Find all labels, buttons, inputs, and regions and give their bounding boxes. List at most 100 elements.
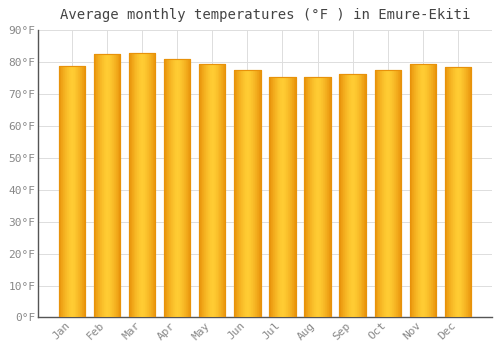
Bar bbox=[129, 53, 155, 317]
Bar bbox=[129, 53, 155, 317]
Bar bbox=[76, 65, 77, 317]
Bar bbox=[446, 67, 448, 317]
Bar bbox=[421, 64, 422, 317]
Bar bbox=[150, 53, 152, 317]
Bar bbox=[142, 53, 144, 317]
Bar bbox=[381, 70, 382, 317]
Bar bbox=[154, 53, 155, 317]
Bar bbox=[323, 77, 324, 317]
Bar bbox=[188, 59, 189, 317]
Bar bbox=[113, 54, 114, 317]
Bar bbox=[274, 77, 275, 317]
Bar bbox=[388, 70, 389, 317]
Bar bbox=[256, 70, 257, 317]
Bar bbox=[166, 59, 168, 317]
Bar bbox=[225, 64, 226, 317]
Bar bbox=[115, 54, 116, 317]
Bar bbox=[380, 70, 381, 317]
Bar bbox=[458, 67, 459, 317]
Bar bbox=[313, 77, 314, 317]
Bar bbox=[374, 70, 401, 317]
Bar bbox=[259, 70, 260, 317]
Bar bbox=[452, 67, 454, 317]
Bar bbox=[114, 54, 115, 317]
Bar bbox=[425, 64, 426, 317]
Bar bbox=[411, 64, 412, 317]
Bar bbox=[134, 53, 135, 317]
Bar bbox=[215, 64, 216, 317]
Bar bbox=[98, 54, 99, 317]
Bar bbox=[281, 77, 282, 317]
Bar bbox=[354, 74, 355, 317]
Bar bbox=[103, 54, 104, 317]
Bar bbox=[180, 59, 181, 317]
Bar bbox=[242, 70, 244, 317]
Bar bbox=[362, 74, 363, 317]
Bar bbox=[168, 59, 170, 317]
Bar bbox=[386, 70, 387, 317]
Bar bbox=[141, 53, 142, 317]
Bar bbox=[94, 54, 120, 317]
Bar bbox=[136, 53, 137, 317]
Bar bbox=[224, 64, 225, 317]
Bar bbox=[400, 70, 401, 317]
Bar bbox=[187, 59, 188, 317]
Bar bbox=[72, 65, 73, 317]
Bar bbox=[218, 64, 219, 317]
Bar bbox=[236, 70, 237, 317]
Bar bbox=[417, 64, 418, 317]
Bar bbox=[432, 64, 434, 317]
Bar bbox=[308, 77, 309, 317]
Bar bbox=[182, 59, 183, 317]
Bar bbox=[252, 70, 254, 317]
Bar bbox=[237, 70, 238, 317]
Bar bbox=[238, 70, 239, 317]
Bar bbox=[383, 70, 384, 317]
Bar bbox=[444, 67, 471, 317]
Bar bbox=[164, 59, 190, 317]
Bar bbox=[283, 77, 284, 317]
Bar bbox=[342, 74, 344, 317]
Title: Average monthly temperatures (°F ) in Emure-Ekiti: Average monthly temperatures (°F ) in Em… bbox=[60, 8, 470, 22]
Bar bbox=[460, 67, 461, 317]
Bar bbox=[60, 65, 62, 317]
Bar bbox=[210, 64, 211, 317]
Bar bbox=[175, 59, 176, 317]
Bar bbox=[105, 54, 106, 317]
Bar bbox=[75, 65, 76, 317]
Bar bbox=[419, 64, 420, 317]
Bar bbox=[144, 53, 146, 317]
Bar bbox=[102, 54, 103, 317]
Bar bbox=[246, 70, 248, 317]
Bar bbox=[346, 74, 348, 317]
Bar bbox=[119, 54, 120, 317]
Bar bbox=[375, 70, 376, 317]
Bar bbox=[234, 70, 260, 317]
Bar bbox=[176, 59, 177, 317]
Bar bbox=[306, 77, 307, 317]
Bar bbox=[184, 59, 185, 317]
Bar bbox=[465, 67, 466, 317]
Bar bbox=[107, 54, 108, 317]
Bar bbox=[244, 70, 246, 317]
Bar bbox=[284, 77, 285, 317]
Bar bbox=[462, 67, 463, 317]
Bar bbox=[319, 77, 320, 317]
Bar bbox=[94, 54, 120, 317]
Bar bbox=[104, 54, 105, 317]
Bar bbox=[391, 70, 392, 317]
Bar bbox=[209, 64, 210, 317]
Bar bbox=[129, 53, 130, 317]
Bar bbox=[178, 59, 179, 317]
Bar bbox=[428, 64, 430, 317]
Bar bbox=[352, 74, 354, 317]
Bar bbox=[68, 65, 70, 317]
Bar bbox=[248, 70, 250, 317]
Bar bbox=[276, 77, 277, 317]
Bar bbox=[422, 64, 423, 317]
Bar bbox=[277, 77, 278, 317]
Bar bbox=[379, 70, 380, 317]
Bar bbox=[312, 77, 313, 317]
Bar bbox=[365, 74, 366, 317]
Bar bbox=[111, 54, 112, 317]
